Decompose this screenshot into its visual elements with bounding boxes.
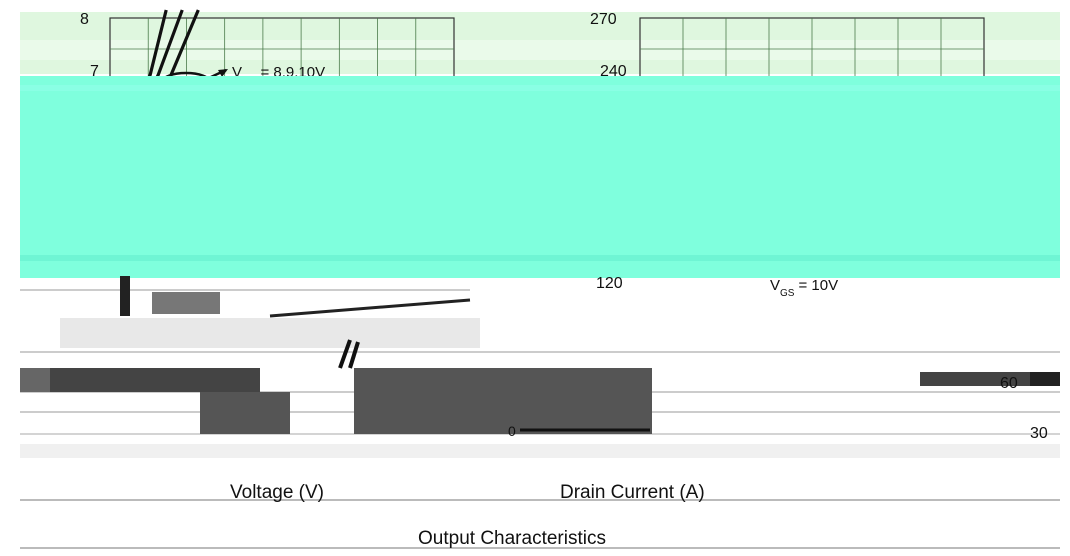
- bottom-caption-voltage: Voltage (V): [230, 482, 324, 503]
- y-tick-label: 120: [596, 275, 623, 292]
- top-band-inner: [20, 40, 1060, 60]
- y-tick-label: 60: [1000, 375, 1018, 392]
- y-tick-label: 30: [1030, 425, 1048, 442]
- y-tick-label: 270: [590, 11, 617, 28]
- annotation-label: VGS = 10V: [770, 277, 838, 299]
- x-tick-label: 0: [508, 423, 516, 439]
- y-tick-label: 8: [80, 11, 89, 28]
- cyan-overlay-stripe: [20, 85, 1060, 91]
- bottom-band: [20, 444, 1060, 458]
- cyan-overlay: [20, 76, 1060, 278]
- bottom-caption-title: Output Characteristics: [418, 528, 606, 549]
- arrowhead-icon: [218, 69, 228, 77]
- bottom-caption-current: Drain Current (A): [560, 482, 705, 503]
- y-tick-label: 240: [600, 63, 627, 80]
- cyan-overlay-stripe: [20, 255, 1060, 261]
- lower-left-fragments: [20, 276, 1060, 435]
- y-tick-label: 7: [90, 63, 99, 80]
